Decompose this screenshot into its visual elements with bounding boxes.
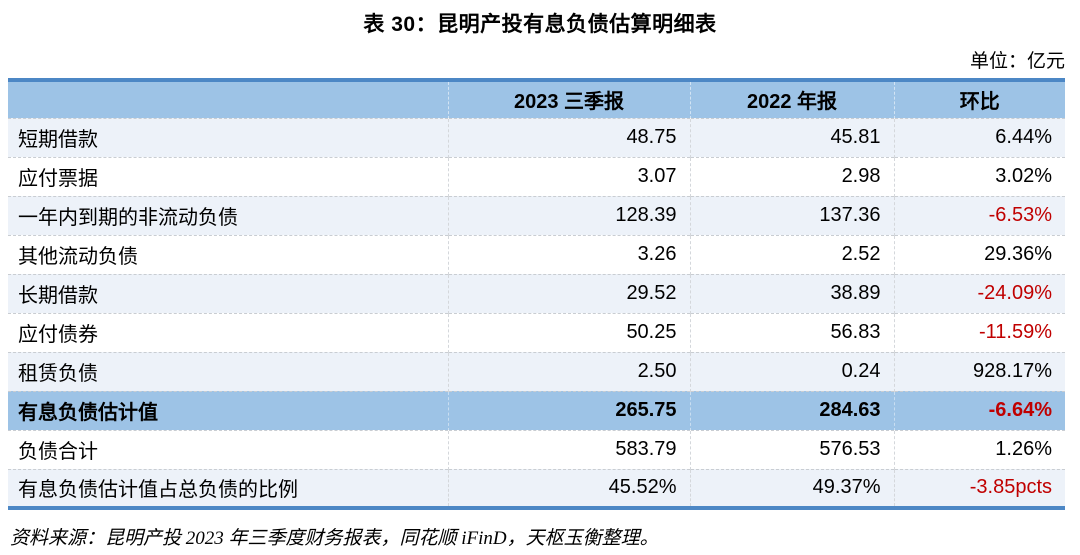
header-cell-2022: 2022 年报: [690, 80, 895, 118]
table-row: 其他流动负债 3.26 2.52 29.36%: [8, 234, 1065, 274]
value-qoq: -6.64%: [894, 390, 1065, 430]
value-2022: 137.36: [690, 195, 895, 235]
header-cell-qoq: 环比: [894, 80, 1065, 118]
value-2022: 284.63: [690, 390, 895, 430]
value-2023q3: 29.52: [448, 273, 691, 313]
table-header-row: 2023 三季报 2022 年报 环比: [8, 80, 1065, 118]
unit-label: 单位：亿元: [969, 51, 1065, 72]
value-2022: 45.81: [690, 117, 895, 157]
row-label: 应付票据: [8, 156, 449, 196]
table-row: 应付票据 3.07 2.98 3.02%: [8, 156, 1065, 196]
row-label: 租赁负债: [8, 351, 449, 391]
table-body: 短期借款 48.75 45.81 6.44% 应付票据 3.07 2.98 3.02% 一年内到…: [8, 117, 1065, 508]
row-label: 一年内到期的非流动负债: [8, 195, 449, 235]
row-label: 有息负债估计值占总负债的比例: [8, 468, 449, 508]
row-label: 长期借款: [8, 273, 449, 313]
value-2023q3: 50.25: [448, 312, 691, 352]
value-2022: 2.52: [690, 234, 895, 274]
value-qoq: 29.36%: [894, 234, 1065, 274]
value-2022: 576.53: [690, 429, 895, 469]
table-row-emphasis: 有息负债估计值 265.75 284.63 -6.64%: [8, 390, 1065, 430]
value-2023q3: 3.07: [448, 156, 691, 196]
value-2023q3: 265.75: [448, 390, 691, 430]
header-cell-empty: [8, 80, 449, 118]
value-2022: 38.89: [690, 273, 895, 313]
header-cell-2023q3: 2023 三季报: [448, 80, 691, 118]
table-row: 长期借款 29.52 38.89 -24.09%: [8, 273, 1065, 313]
value-2023q3: 2.50: [448, 351, 691, 391]
table-row: 应付债券 50.25 56.83 -11.59%: [8, 312, 1065, 352]
value-2022: 2.98: [690, 156, 895, 196]
value-qoq: 1.26%: [894, 429, 1065, 469]
row-label: 应付债券: [8, 312, 449, 352]
row-label: 有息负债估计值: [8, 390, 449, 430]
table-row: 短期借款 48.75 45.81 6.44%: [8, 117, 1065, 157]
value-qoq: 928.17%: [894, 351, 1065, 391]
value-2022: 49.37%: [690, 468, 895, 508]
row-label: 负债合计: [8, 429, 449, 469]
value-qoq: -24.09%: [894, 273, 1065, 313]
value-2022: 0.24: [690, 351, 895, 391]
debt-table: 2023 三季报 2022 年报 环比 短期借款 48.75 45.81 6.44% 应…: [8, 78, 1065, 510]
table-row: 一年内到期的非流动负债 128.39 137.36 -6.53%: [8, 195, 1065, 235]
value-2023q3: 128.39: [448, 195, 691, 235]
value-qoq: 6.44%: [894, 117, 1065, 157]
source-note: 资料来源：昆明产投 2023 年三季度财务报表，同花顺 iFinD，天枢玉衡整理…: [10, 528, 659, 549]
value-2023q3: 3.26: [448, 234, 691, 274]
value-qoq: -11.59%: [894, 312, 1065, 352]
table-row: 租赁负债 2.50 0.24 928.17%: [8, 351, 1065, 391]
table-row: 有息负债估计值占总负债的比例 45.52% 49.37% -3.85pcts: [8, 468, 1065, 508]
value-2023q3: 45.52%: [448, 468, 691, 508]
value-2023q3: 48.75: [448, 117, 691, 157]
table-row: 负债合计 583.79 576.53 1.26%: [8, 429, 1065, 469]
row-label: 其他流动负债: [8, 234, 449, 274]
value-qoq: -3.85pcts: [894, 468, 1065, 508]
value-2023q3: 583.79: [448, 429, 691, 469]
table-title: 表 30：昆明产投有息负债估算明细表: [363, 13, 717, 36]
value-qoq: 3.02%: [894, 156, 1065, 196]
value-qoq: -6.53%: [894, 195, 1065, 235]
value-2022: 56.83: [690, 312, 895, 352]
row-label: 短期借款: [8, 117, 449, 157]
